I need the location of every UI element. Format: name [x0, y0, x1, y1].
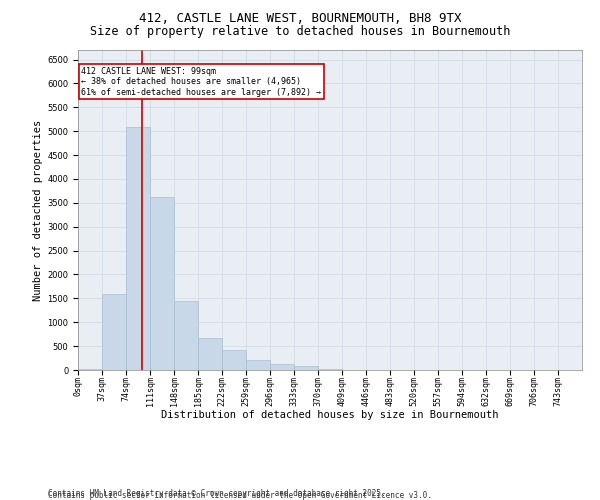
- Bar: [246, 360, 270, 370]
- Bar: [198, 338, 222, 370]
- Text: Contains public sector information licensed under the Open Government Licence v3: Contains public sector information licen…: [48, 491, 432, 500]
- Bar: [318, 368, 342, 370]
- Bar: [270, 364, 294, 370]
- Bar: [150, 197, 174, 370]
- Bar: [102, 294, 126, 370]
- Text: 412, CASTLE LANE WEST, BOURNEMOUTH, BH8 9TX: 412, CASTLE LANE WEST, BOURNEMOUTH, BH8 …: [139, 12, 461, 26]
- Bar: [222, 350, 246, 370]
- X-axis label: Distribution of detached houses by size in Bournemouth: Distribution of detached houses by size …: [161, 410, 499, 420]
- Bar: [294, 366, 318, 370]
- Text: Size of property relative to detached houses in Bournemouth: Size of property relative to detached ho…: [90, 25, 510, 38]
- Bar: [78, 368, 102, 370]
- Text: 412 CASTLE LANE WEST: 99sqm
← 38% of detached houses are smaller (4,965)
61% of : 412 CASTLE LANE WEST: 99sqm ← 38% of det…: [81, 66, 321, 96]
- Bar: [174, 300, 198, 370]
- Bar: [126, 128, 150, 370]
- Text: Contains HM Land Registry data © Crown copyright and database right 2025.: Contains HM Land Registry data © Crown c…: [48, 488, 386, 498]
- Y-axis label: Number of detached properties: Number of detached properties: [33, 120, 43, 300]
